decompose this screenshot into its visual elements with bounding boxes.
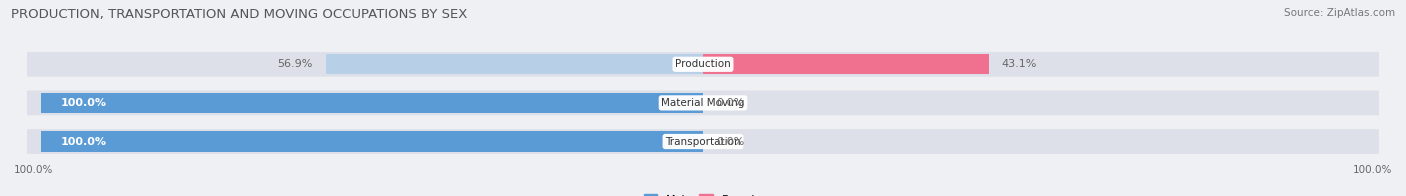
FancyBboxPatch shape (27, 52, 1379, 77)
Text: Source: ZipAtlas.com: Source: ZipAtlas.com (1284, 8, 1395, 18)
Text: 0.0%: 0.0% (716, 98, 745, 108)
Text: 100.0%: 100.0% (14, 165, 53, 175)
Text: Transportation: Transportation (665, 136, 741, 146)
Bar (41, 93, 703, 113)
FancyBboxPatch shape (27, 91, 1379, 115)
Text: 100.0%: 100.0% (60, 98, 107, 108)
Text: Material Moving: Material Moving (661, 98, 745, 108)
Text: 0.0%: 0.0% (716, 136, 745, 146)
Text: Production: Production (675, 59, 731, 69)
Bar (703, 54, 988, 74)
Text: 100.0%: 100.0% (1353, 165, 1392, 175)
Text: PRODUCTION, TRANSPORTATION AND MOVING OCCUPATIONS BY SEX: PRODUCTION, TRANSPORTATION AND MOVING OC… (11, 8, 468, 21)
Legend: Male, Female: Male, Female (640, 190, 766, 196)
Text: 43.1%: 43.1% (1001, 59, 1038, 69)
FancyBboxPatch shape (27, 129, 1379, 154)
Bar (326, 54, 703, 74)
Bar (41, 132, 703, 152)
Text: 56.9%: 56.9% (277, 59, 312, 69)
Text: 100.0%: 100.0% (60, 136, 107, 146)
